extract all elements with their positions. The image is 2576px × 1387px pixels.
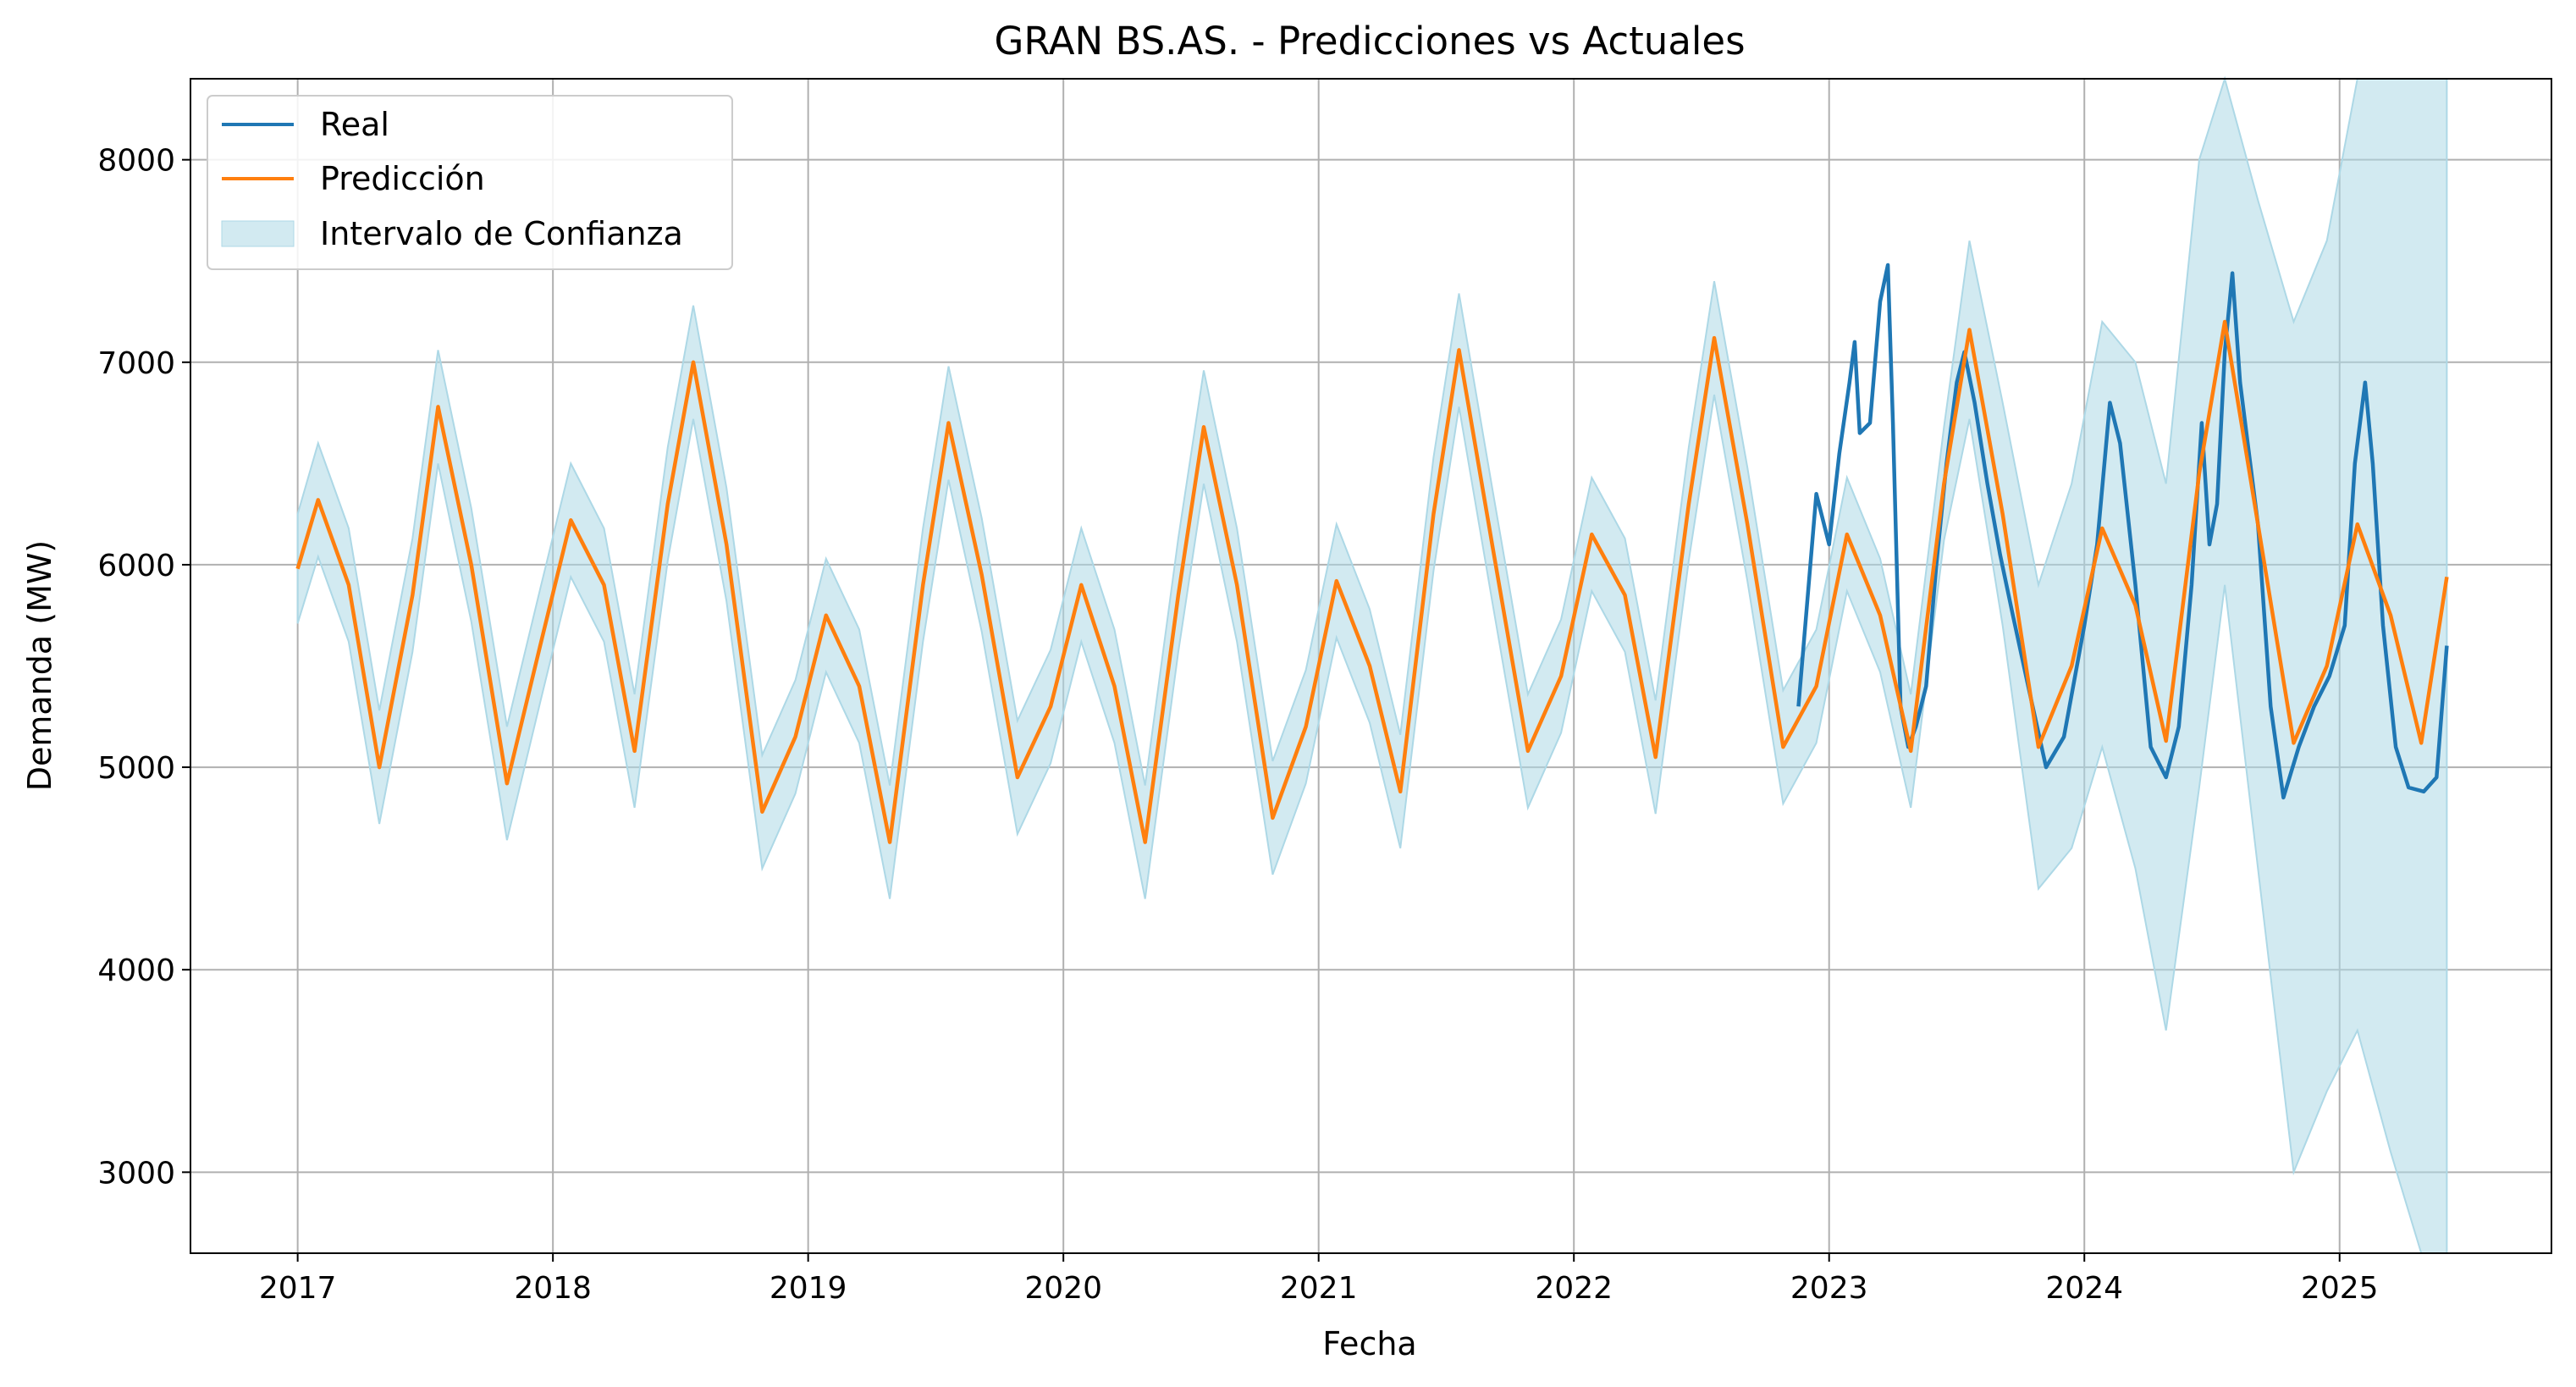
x-tick-label: 2025 — [2301, 1271, 2379, 1306]
y-tick-label: 7000 — [97, 346, 175, 381]
x-tick-label: 2019 — [769, 1271, 847, 1306]
legend-swatch-confidence — [221, 220, 295, 247]
x-tick-label: 2018 — [514, 1271, 592, 1306]
x-tick-label: 2021 — [1280, 1271, 1358, 1306]
prediction-series-line — [295, 319, 2449, 844]
x-tick-label: 2022 — [1535, 1271, 1613, 1306]
chart-title: GRAN BS.AS. - Predicciones vs Actuales — [994, 19, 1745, 64]
x-tick-label: 2017 — [259, 1271, 337, 1306]
y-tick-label: 8000 — [97, 144, 175, 179]
y-axis: 3000 4000 5000 6000 7000 8000 — [97, 144, 190, 1191]
legend: Real Predicción Intervalo de Confianza — [207, 95, 733, 270]
y-axis-label: Demanda (MW) — [21, 540, 58, 792]
legend-label-real: Real — [320, 106, 389, 143]
axes-frame — [190, 78, 2552, 1254]
legend-label-confidence: Intervalo de Confianza — [320, 215, 683, 252]
legend-label-prediction: Predicción — [320, 160, 485, 197]
x-tick-label: 2024 — [2045, 1271, 2123, 1306]
y-tick-label: 4000 — [97, 953, 175, 988]
x-tick-label: 2020 — [1024, 1271, 1102, 1306]
x-tick-label: 2023 — [1790, 1271, 1868, 1306]
x-axis-label: Fecha — [1322, 1325, 1416, 1362]
legend-box — [207, 95, 733, 270]
x-axis: 2017 2018 2019 2020 2021 2022 2023 2024 2025 — [259, 1253, 2379, 1306]
y-tick-label: 6000 — [97, 549, 175, 583]
y-tick-label: 3000 — [97, 1156, 175, 1191]
y-tick-label: 5000 — [97, 751, 175, 786]
real-series-line — [1796, 262, 2449, 800]
